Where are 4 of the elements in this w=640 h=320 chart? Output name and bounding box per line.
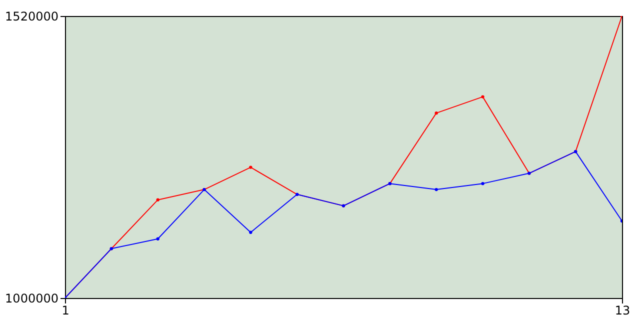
x-tick-label: 13 [614, 304, 630, 318]
y-tick-label: 1520000 [5, 10, 58, 24]
x-tick-label: 1 [62, 304, 70, 318]
y-tick-label: 1000000 [5, 292, 58, 306]
